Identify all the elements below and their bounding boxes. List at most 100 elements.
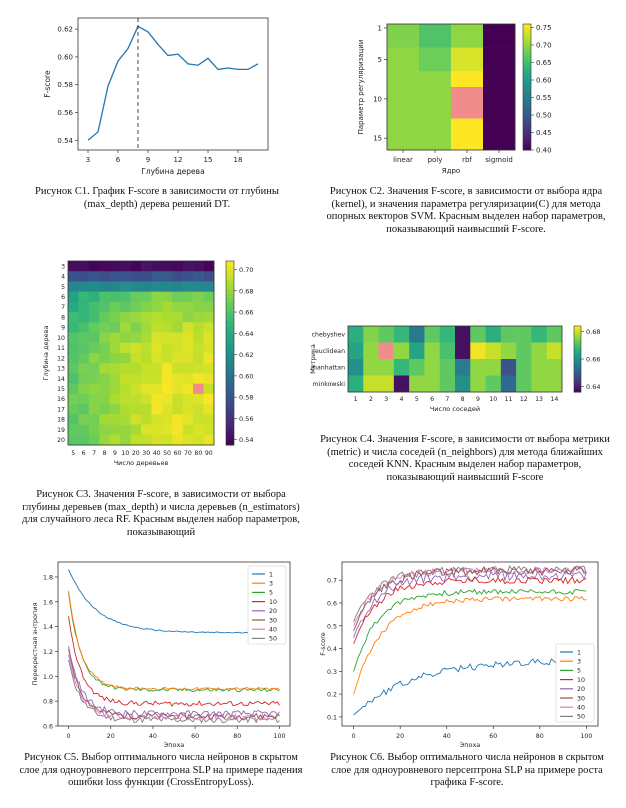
- heatmap-cell: [120, 281, 131, 292]
- heatmap-cell: [78, 424, 90, 436]
- heatmap-cell: [193, 342, 204, 354]
- heatmap-cell: [182, 424, 194, 436]
- figure-c4: 1 2 3 4 5 6 7 8 9 10 11 12 13 14chebysheveuclideanman…: [309, 325, 600, 413]
- heatmap-cell: [531, 375, 548, 393]
- heatmap-cell: [120, 301, 131, 313]
- legend-label: 10: [577, 677, 585, 684]
- colorbar-segment: [523, 36, 531, 41]
- colorbar-segment: [226, 412, 234, 418]
- heatmap-cell: [378, 326, 395, 343]
- best-cell-highlight: [451, 87, 483, 119]
- heatmap-cell: [78, 322, 90, 333]
- colorbar-segment: [574, 335, 581, 339]
- x-tick-label: 70: [184, 450, 192, 457]
- heatmap-cell: [99, 353, 111, 364]
- colorbar-segment: [226, 265, 234, 271]
- heatmap-cell: [151, 342, 163, 354]
- heatmap-cell: [78, 342, 90, 354]
- x-tick-label: 9: [476, 396, 480, 403]
- heatmap-cell: [161, 414, 173, 425]
- heatmap-cell: [130, 332, 142, 344]
- colorbar-segment: [523, 55, 531, 60]
- heatmap-cell: [348, 342, 364, 360]
- colorbar-segment: [226, 371, 234, 377]
- colorbar-label: 0.64: [239, 330, 253, 338]
- y-tick-label: 0.7: [327, 578, 337, 585]
- colorbar-segment: [226, 417, 234, 423]
- heatmap-cell: [130, 393, 142, 405]
- heatmap-cell: [193, 414, 204, 425]
- series-line-20: [353, 570, 587, 638]
- colorbar-segment: [574, 337, 581, 340]
- heatmap-cell: [546, 342, 563, 360]
- x-tick-label: 6: [430, 396, 434, 403]
- heatmap-cell: [99, 434, 111, 446]
- colorbar-segment: [574, 352, 581, 355]
- heatmap-cell: [130, 322, 142, 333]
- heatmap-cell: [182, 281, 194, 292]
- heatmap-cell: [78, 271, 90, 282]
- colorbar-segment: [523, 90, 531, 94]
- heatmap-cell: [141, 261, 152, 272]
- colorbar-segment: [574, 355, 581, 358]
- heatmap-cell: [120, 363, 131, 374]
- heatmap-cell: [99, 363, 111, 374]
- y-tick-label: 0.8: [43, 699, 53, 706]
- colorbar-segment: [523, 87, 531, 91]
- colorbar-segment: [574, 327, 581, 330]
- heatmap-cell: [68, 291, 79, 303]
- heatmap-cell: [419, 71, 452, 119]
- colorbar-label: 0.56: [239, 415, 253, 423]
- heatmap-cell: [531, 326, 548, 343]
- colorbar-segment: [226, 385, 234, 391]
- heatmap-cell: [172, 291, 184, 303]
- colorbar-segment: [523, 105, 531, 110]
- heatmap-cell: [130, 414, 142, 425]
- colorbar-segment: [226, 284, 234, 290]
- colorbar-segment: [574, 387, 581, 390]
- colorbar-segment: [226, 339, 234, 345]
- colorbar-segment: [226, 366, 234, 372]
- heatmap-cell: [470, 359, 486, 376]
- y-tick-label: 10: [57, 335, 65, 342]
- colorbar-segment: [574, 388, 581, 391]
- y-tick-label: 13: [57, 366, 65, 373]
- y-tick-label: 0.54: [57, 137, 73, 145]
- heatmap-cell: [161, 373, 173, 384]
- colorbar-segment: [523, 77, 531, 82]
- heatmap-cell: [348, 359, 364, 376]
- heatmap-cell: [161, 342, 173, 354]
- heatmap-cell: [141, 322, 152, 333]
- heatmap-cell: [203, 322, 215, 333]
- heatmap-cell: [130, 383, 142, 395]
- heatmap-cell: [182, 322, 194, 333]
- heatmap-cell: [78, 261, 90, 272]
- x-tick-label: 80: [536, 733, 544, 740]
- heatmap-cell: [141, 404, 152, 415]
- x-tick-label: 20: [396, 733, 404, 740]
- heatmap-cell: [393, 326, 410, 343]
- heatmap-cell: [88, 301, 100, 313]
- heatmap-cell: [120, 291, 131, 303]
- heatmap-cell: [78, 363, 90, 374]
- colorbar-segment: [574, 339, 581, 342]
- colorbar-segment: [226, 297, 234, 303]
- heatmap-cell: [151, 301, 163, 313]
- heatmap-cell: [516, 359, 532, 376]
- heatmap-cell: [172, 261, 184, 272]
- colorbar-segment: [574, 370, 581, 373]
- colorbar-segment: [226, 270, 234, 276]
- heatmap-cell: [151, 383, 163, 395]
- heatmap-cell: [193, 332, 204, 344]
- heatmap-cell: [120, 434, 131, 446]
- colorbar-segment: [574, 362, 581, 365]
- x-tick-label: 60: [191, 733, 199, 740]
- heatmap-cell: [151, 404, 163, 415]
- colorbar-segment: [574, 385, 581, 388]
- heatmap-cell: [378, 375, 395, 393]
- colorbar-label: 0.60: [239, 372, 253, 380]
- heatmap-cell: [203, 434, 215, 446]
- x-tick-label: 30: [142, 450, 150, 457]
- heatmap-cell: [120, 353, 131, 364]
- heatmap-cell: [203, 261, 215, 272]
